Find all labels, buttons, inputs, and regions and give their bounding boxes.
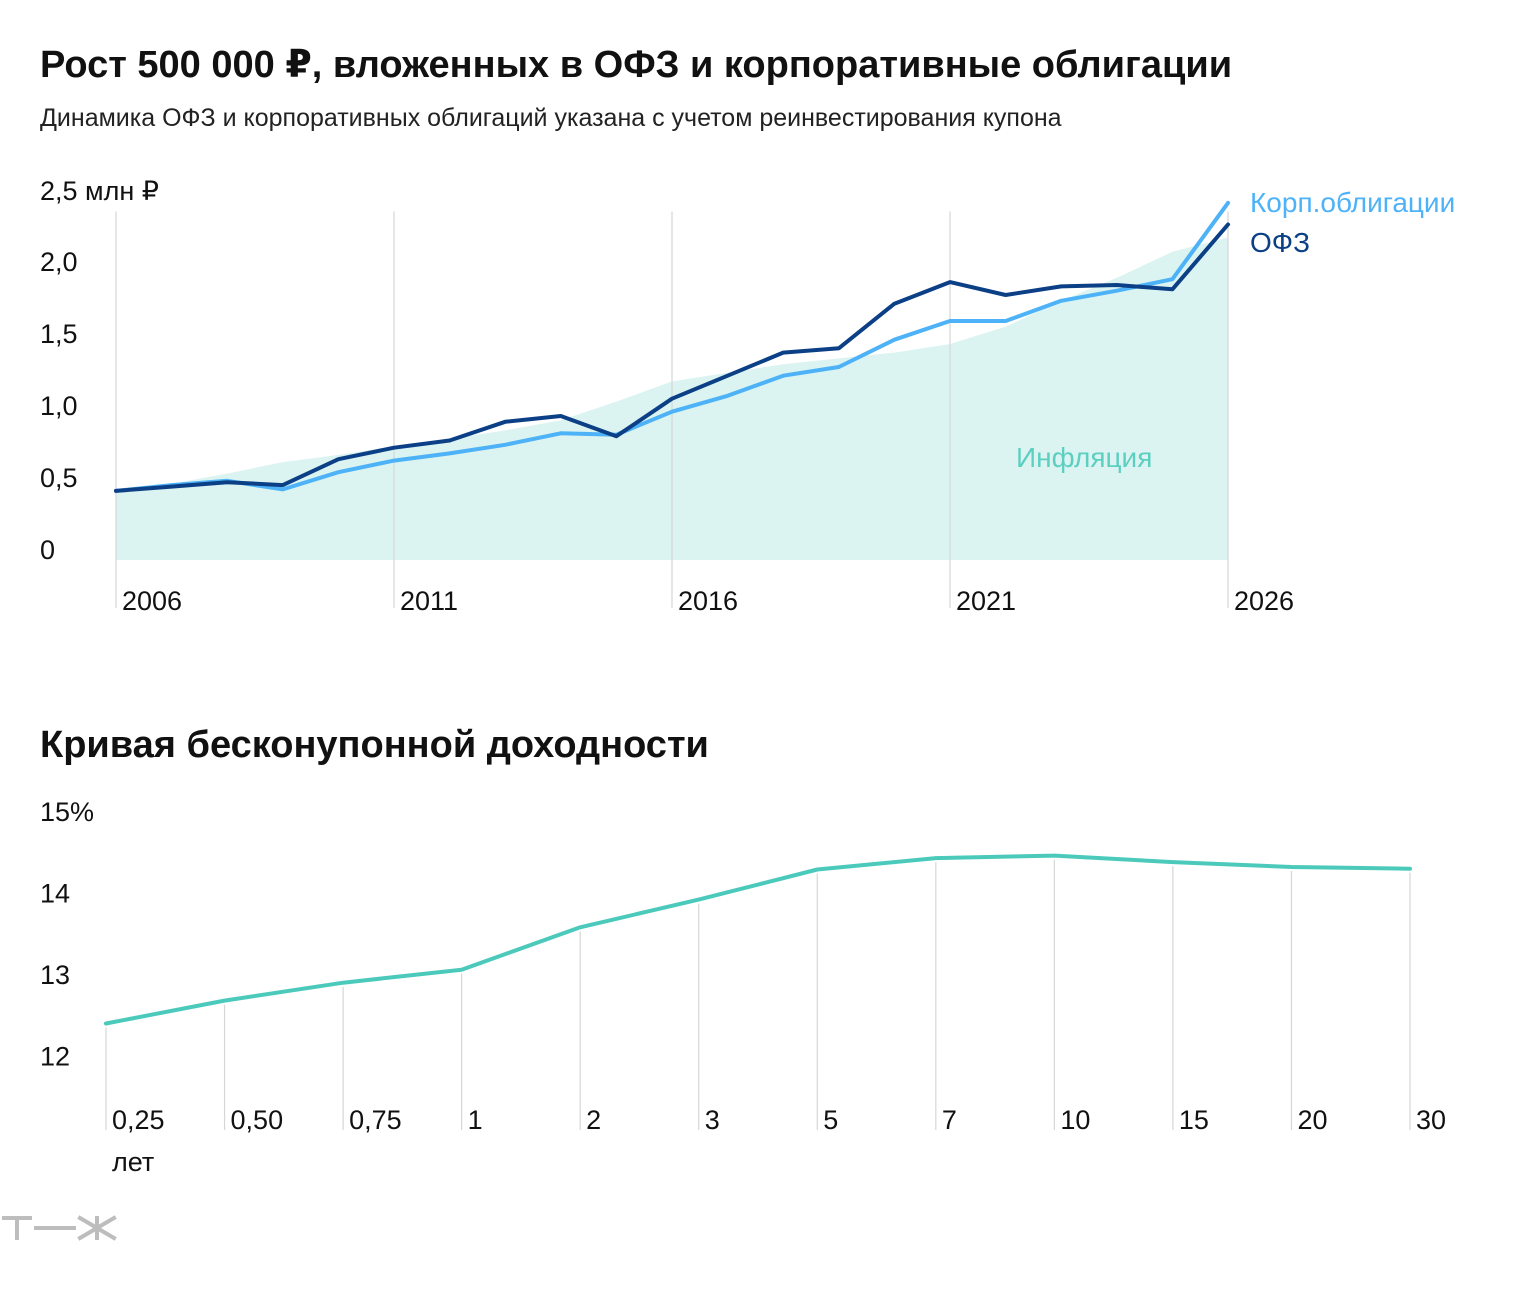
x-tick-label: 15 — [1179, 1105, 1209, 1135]
x-tick-label: 2006 — [122, 586, 182, 616]
x-tick-label: 5 — [823, 1105, 838, 1135]
logo-t — [2, 1216, 32, 1240]
y-tick-label: 1,0 — [40, 391, 78, 421]
x-tick-label: 30 — [1416, 1105, 1446, 1135]
x-tick-label: 10 — [1060, 1105, 1090, 1135]
x-tick-label: 1 — [468, 1105, 483, 1135]
chart-subtitle: Динамика ОФЗ и корпоративных облигаций у… — [40, 104, 1062, 132]
y-tick-label: 15% — [40, 797, 94, 827]
y-tick-label: 14 — [40, 878, 70, 908]
legend-ofz: ОФЗ — [1250, 227, 1310, 258]
legend-corp-bonds: Корп.облигации — [1250, 187, 1455, 218]
x-unit-label: лет — [112, 1147, 154, 1177]
y-tick-label: 2,5 млн ₽ — [40, 176, 159, 206]
y-tick-label: 0 — [40, 535, 55, 565]
x-tick-label: 0,50 — [231, 1105, 284, 1135]
logo-mark — [2, 1215, 117, 1241]
x-tick-label: 2021 — [956, 586, 1016, 616]
corp-bonds-line — [114, 200, 1230, 493]
x-tick-label: 2026 — [1234, 586, 1294, 616]
y-tick-label: 1,5 — [40, 319, 78, 349]
yield-curve-line — [104, 853, 1412, 1026]
y-tick-label: 2,0 — [40, 247, 78, 277]
x-tick-label: 2 — [586, 1105, 601, 1135]
x-tick-label: 0,25 — [112, 1105, 165, 1135]
y-tick-label: 12 — [40, 1041, 70, 1071]
growth-chart: 2006 2011 2016 2021 2026 0 0,5 1,0 1,5 2,0 2,5 млн… — [40, 176, 1455, 616]
x-tick-label: 3 — [705, 1105, 720, 1135]
x-tick-label: 20 — [1297, 1105, 1327, 1135]
ofz-line — [114, 222, 1230, 493]
y-tick-label: 0,5 — [40, 463, 78, 493]
x-tick-label: 7 — [942, 1105, 957, 1135]
tzh-logo-icon — [2, 1215, 117, 1241]
yield-curve-title: Кривая бесконупонной доходности — [40, 724, 709, 766]
x-tick-label: 2016 — [678, 586, 738, 616]
x-tick-label: 0,75 — [349, 1105, 402, 1135]
chart-title: Рост 500 000 ₽, вложенных в ОФЗ и корпор… — [40, 44, 1233, 86]
x-tick-label: 2011 — [400, 586, 458, 616]
logo-zh — [77, 1215, 117, 1241]
inflation-label: Инфляция — [1016, 442, 1152, 473]
y-tick-label: 13 — [40, 960, 70, 990]
